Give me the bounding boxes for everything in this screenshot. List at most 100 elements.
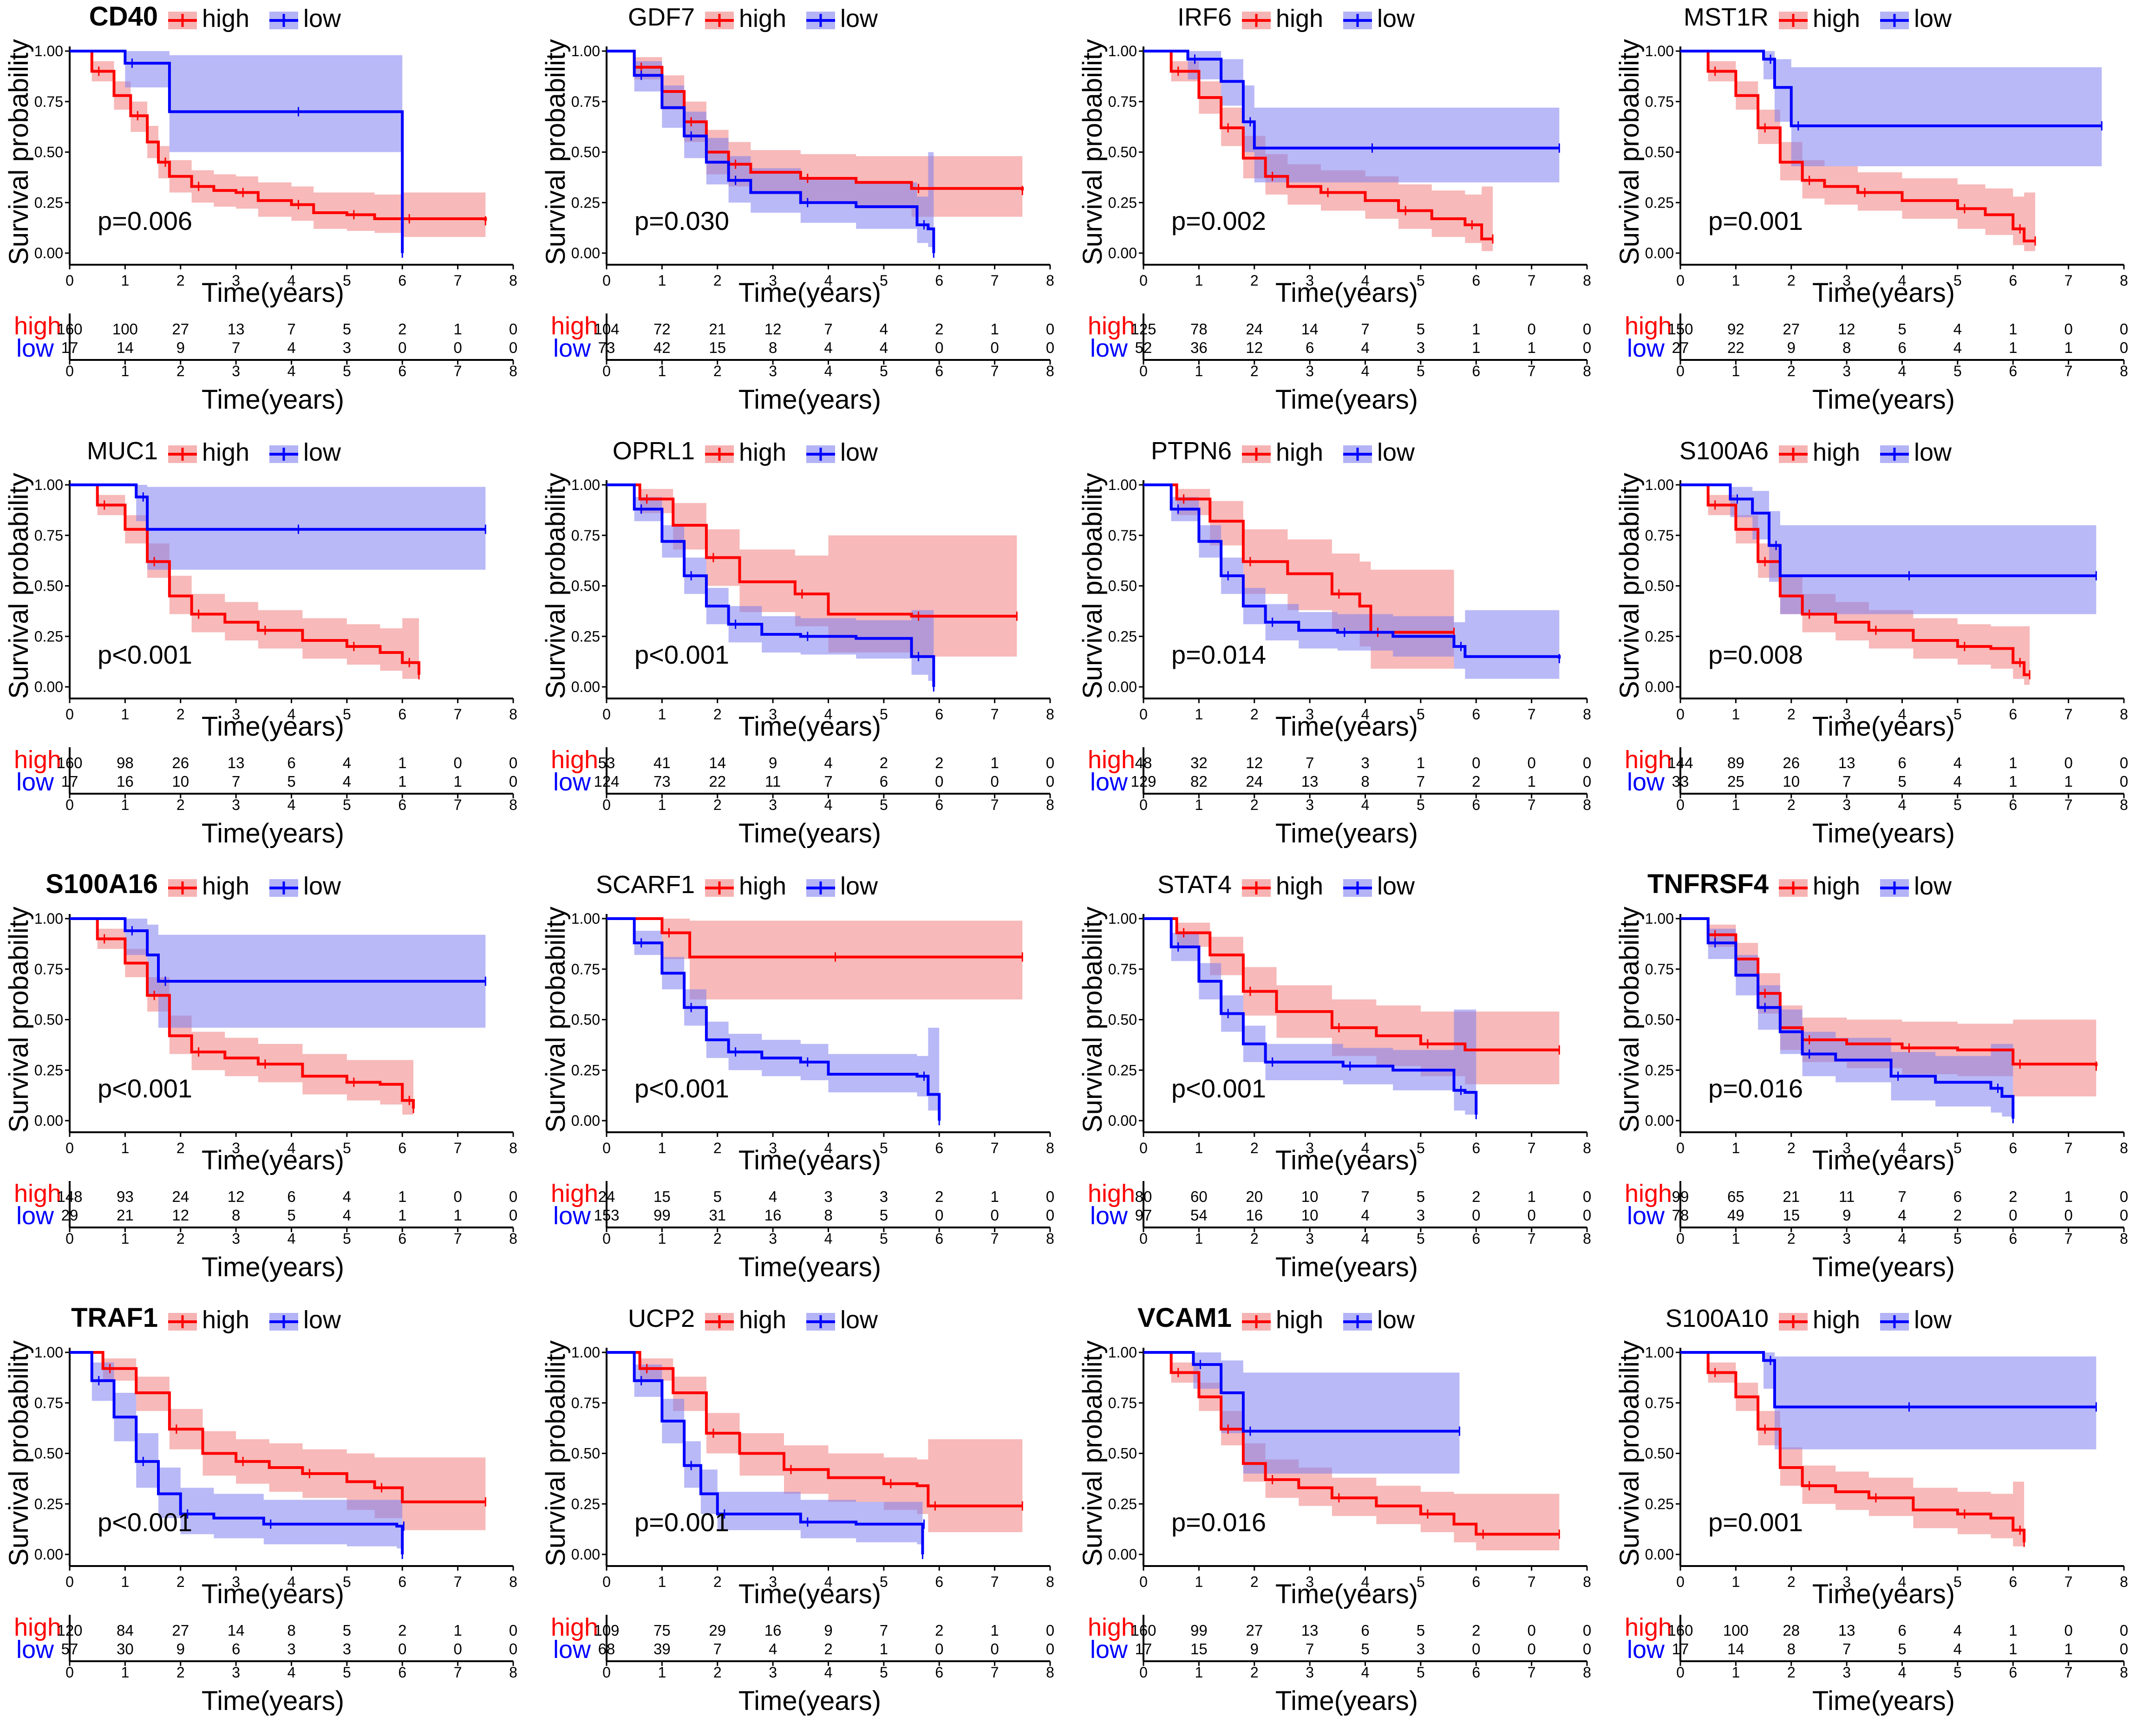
risk-x-tick-label: 6 [1472, 1230, 1480, 1247]
y-tick-label: 1.00 [34, 476, 63, 493]
x-tick-label: 0 [1676, 272, 1685, 289]
risk-x-tick-label: 2 [1787, 1664, 1796, 1681]
risk-count-high: 1 [2009, 320, 2017, 338]
risk-count-high: 1 [2009, 1622, 2017, 1639]
risk-count-low: 6 [1306, 339, 1314, 356]
risk-count-low: 21 [117, 1207, 134, 1224]
x-tick-label: 2 [713, 1140, 722, 1156]
x-tick-label: 2 [1250, 706, 1259, 723]
x-tick-label: 0 [1139, 1140, 1148, 1156]
risk-count-high: 32 [1190, 754, 1208, 771]
risk-x-tick-label: 5 [343, 1230, 351, 1247]
risk-x-tick-label: 5 [880, 1230, 888, 1247]
p-value: p=0.001 [1708, 206, 1803, 235]
risk-count-low: 1 [2064, 1640, 2072, 1658]
risk-count-low: 33 [1672, 773, 1689, 790]
y-tick-label: 1.00 [571, 43, 600, 59]
risk-count-high: 120 [57, 1622, 82, 1639]
x-tick-label: 0 [602, 1573, 611, 1590]
risk-x-tick-label: 1 [1731, 363, 1740, 379]
ci-band-high [1680, 485, 2030, 685]
risk-count-high: 1 [1527, 1188, 1535, 1205]
legend: high low [1779, 438, 1952, 466]
risk-count-low: 12 [172, 1207, 189, 1224]
risk-label-high: high [14, 746, 61, 774]
risk-count-high: 6 [287, 1188, 295, 1205]
chart-title: MUC1 [87, 437, 158, 465]
risk-count-low: 0 [509, 1640, 517, 1658]
x-tick-label: 4 [1898, 1573, 1907, 1590]
risk-count-low: 0 [2064, 1207, 2072, 1224]
risk-x-tick-label: 0 [65, 1230, 74, 1247]
risk-count-low: 1 [1472, 339, 1480, 356]
risk-label-low: low [1627, 1636, 1665, 1664]
risk-count-low: 17 [61, 339, 78, 356]
x-tick-label: 3 [1842, 1140, 1851, 1156]
x-tick-label: 3 [1842, 706, 1851, 723]
y-tick-label: 0.75 [34, 93, 63, 110]
risk-count-high: 65 [1727, 1188, 1744, 1205]
x-axis-label: Time(years) [738, 1145, 881, 1175]
x-tick-label: 3 [1306, 1140, 1314, 1156]
x-tick-label: 3 [232, 272, 240, 289]
risk-x-axis-label: Time(years) [1275, 818, 1418, 848]
x-tick-label: 8 [1046, 706, 1054, 723]
y-axis-label: Survival probability [4, 473, 34, 699]
risk-x-tick-label: 1 [658, 1664, 666, 1681]
p-value: p<0.001 [634, 640, 729, 669]
risk-count-low: 8 [769, 339, 777, 356]
risk-count-low: 0 [990, 339, 999, 356]
risk-x-tick-label: 7 [991, 796, 999, 813]
legend: high low [1779, 5, 1952, 33]
risk-count-low: 49 [1727, 1207, 1744, 1224]
risk-count-high: 4 [1953, 320, 1962, 338]
x-tick-label: 4 [1898, 1140, 1907, 1156]
legend: high low [705, 5, 878, 33]
y-tick-label: 0.50 [1645, 578, 1674, 594]
risk-x-tick-label: 1 [121, 1230, 129, 1247]
chart-title: S100A16 [46, 869, 158, 899]
x-tick-label: 0 [1676, 1140, 1685, 1156]
x-tick-label: 5 [880, 706, 888, 723]
x-tick-label: 8 [2120, 1573, 2128, 1590]
x-tick-label: 4 [287, 1140, 296, 1156]
y-tick-label: 0.50 [34, 1012, 63, 1028]
y-tick-label: 1.00 [1645, 476, 1674, 493]
x-tick-label: 5 [880, 1140, 888, 1156]
y-tick-label: 0.75 [571, 527, 600, 544]
risk-x-tick-label: 4 [824, 363, 833, 379]
legend-low-label: low [1377, 5, 1415, 33]
x-axis-label: Time(years) [202, 278, 344, 308]
risk-count-low: 0 [1472, 1640, 1480, 1658]
risk-count-low: 36 [1190, 339, 1208, 356]
x-tick-label: 5 [343, 1573, 351, 1590]
x-tick-label: 7 [2064, 272, 2073, 289]
risk-count-high: 0 [2064, 1622, 2072, 1639]
risk-count-low: 27 [1672, 339, 1689, 356]
risk-count-low: 0 [1583, 339, 1591, 356]
x-axis-label: Time(years) [1275, 1145, 1418, 1175]
p-value: p=0.016 [1708, 1074, 1803, 1103]
survival-line-low [1680, 483, 2097, 577]
risk-x-axis-label: Time(years) [1812, 818, 1955, 848]
risk-count-high: 100 [112, 320, 138, 338]
risk-x-tick-label: 8 [2120, 363, 2128, 379]
legend-low-label: low [303, 872, 341, 900]
risk-count-low: 0 [1046, 339, 1054, 356]
x-tick-label: 7 [454, 1573, 462, 1590]
risk-x-tick-label: 4 [824, 1230, 833, 1247]
legend-low-label: low [1377, 872, 1415, 900]
legend-high-label: high [1813, 872, 1860, 900]
risk-count-low: 5 [880, 1207, 888, 1224]
risk-x-tick-label: 3 [769, 363, 777, 379]
x-tick-label: 7 [991, 272, 999, 289]
x-tick-label: 2 [713, 272, 722, 289]
risk-x-tick-label: 1 [1731, 1230, 1740, 1247]
risk-count-low: 1 [2009, 339, 2017, 356]
risk-count-high: 0 [1527, 754, 1535, 771]
x-tick-label: 8 [2120, 1140, 2128, 1156]
risk-count-high: 1 [1417, 754, 1425, 771]
x-tick-label: 5 [1417, 1573, 1425, 1590]
risk-count-low: 42 [653, 339, 671, 356]
risk-count-high: 148 [57, 1188, 82, 1205]
